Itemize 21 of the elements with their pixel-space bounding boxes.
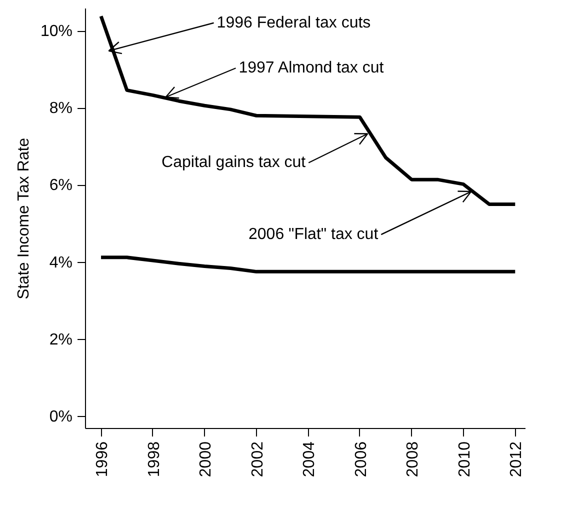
y-tick-label: 10% <box>40 23 73 40</box>
x-tick-label: 2008 <box>404 441 422 478</box>
annotation: 1996 Federal tax cuts <box>216 14 371 32</box>
x-tick-label: 2000 <box>198 441 215 478</box>
x-tick-label: 2012 <box>508 441 526 478</box>
y-tick-label: 8% <box>49 100 72 118</box>
annotation: Capital gains tax cut <box>162 154 306 172</box>
y-tick-label: 6% <box>49 177 72 194</box>
y-axis-title: State Income Tax Rate <box>15 138 32 300</box>
annotation: 2006 "Flat" tax cut <box>248 226 379 244</box>
x-tick-label: 1996 <box>94 441 112 478</box>
x-tick-label: 2004 <box>301 441 318 478</box>
y-tick-label: 0% <box>49 408 72 426</box>
x-tick-label: 2006 <box>352 441 370 478</box>
y-tick-label: 2% <box>49 331 72 348</box>
x-tick-label: 2002 <box>249 441 266 478</box>
x-tick-label: 2010 <box>456 441 474 478</box>
x-tick-label: 1998 <box>146 441 163 478</box>
annotation: 1997 Almond tax cut <box>238 60 384 77</box>
y-tick-label: 4% <box>49 254 72 272</box>
line-series <box>99 256 517 274</box>
